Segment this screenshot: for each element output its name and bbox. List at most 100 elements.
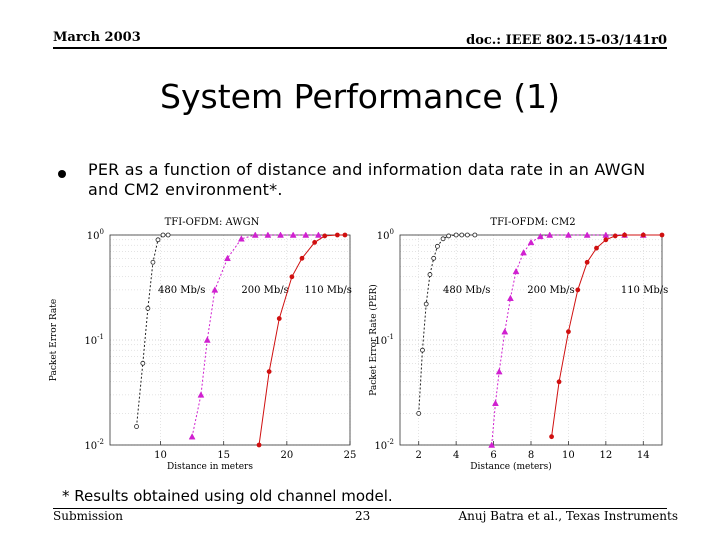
data-point xyxy=(565,231,572,238)
data-point xyxy=(256,442,262,448)
data-point xyxy=(312,240,318,245)
data-point xyxy=(145,305,151,311)
chart-1: TFI-OFDM: AWGN 10 15 20 25 10-2 10-1 100 Distanc… xyxy=(49,217,356,472)
chart-2: TFI-OFDM: CM2 2 4 6 8 10 12 14 10-2 10-1 100 Distan… xyxy=(368,217,668,472)
data-point xyxy=(431,255,437,261)
data-point xyxy=(211,286,219,293)
data-point xyxy=(334,232,340,238)
data-point xyxy=(237,235,245,242)
chart-title: TFI-OFDM: AWGN xyxy=(165,217,260,228)
y-tick-label: 10-1 xyxy=(84,333,104,347)
data-point xyxy=(420,347,425,353)
data-point xyxy=(603,237,609,243)
y-axis-label: Packet Error Rate xyxy=(49,299,59,381)
data-point xyxy=(150,259,156,265)
data-point xyxy=(546,231,554,238)
data-point xyxy=(435,243,440,249)
x-tick-label: 20 xyxy=(280,450,293,461)
data-point xyxy=(302,231,310,238)
data-point xyxy=(501,328,509,335)
x-tick-label: 12 xyxy=(599,450,612,461)
series-line xyxy=(191,234,319,437)
data-point xyxy=(277,231,284,238)
data-point xyxy=(289,274,295,280)
y-tick-label: 10-2 xyxy=(374,438,394,452)
footer-page-number: 23 xyxy=(355,509,371,523)
y-tick-label: 10-1 xyxy=(374,333,394,347)
data-point xyxy=(472,232,478,238)
x-tick-label: 25 xyxy=(344,450,357,461)
footer-rule xyxy=(53,508,667,509)
footer-author: Anuj Batra et al., Texas Instruments xyxy=(458,509,678,523)
header-date: March 2003 xyxy=(53,30,141,45)
data-point xyxy=(640,232,646,238)
series-line xyxy=(551,234,662,437)
data-point xyxy=(165,232,171,238)
y-tick-label: 10-2 xyxy=(84,438,104,452)
series-label: 200 Mb/s xyxy=(527,285,574,296)
data-point xyxy=(276,316,282,321)
data-point xyxy=(188,433,196,440)
footer-submission: Submission xyxy=(53,509,123,523)
data-point xyxy=(583,231,591,238)
x-tick-label: 6 xyxy=(490,450,496,461)
data-point xyxy=(612,233,618,239)
data-point xyxy=(536,232,544,240)
data-point xyxy=(506,294,514,301)
plot-frame xyxy=(109,234,351,446)
data-point xyxy=(520,249,527,256)
series-label: 480 Mb/s xyxy=(443,285,490,296)
y-axis-label: Packet Error Rate (PER) xyxy=(368,284,379,396)
data-point xyxy=(495,368,503,375)
data-point xyxy=(549,434,554,440)
data-point xyxy=(566,329,571,335)
data-point xyxy=(197,391,205,398)
bullet-icon xyxy=(58,170,66,178)
bullet-text: PER as a function of distance and inform… xyxy=(88,160,646,199)
header-rule xyxy=(53,47,667,49)
data-point xyxy=(289,231,297,238)
data-point xyxy=(203,336,211,343)
data-point xyxy=(594,245,599,251)
footnote: * Results obtained using old channel mod… xyxy=(62,487,393,505)
data-point xyxy=(556,379,562,385)
data-point xyxy=(492,399,499,406)
x-tick-label: 2 xyxy=(416,450,422,461)
series-label: 110 Mb/s xyxy=(305,285,352,296)
slide-title: System Performance (1) xyxy=(160,77,560,116)
data-point xyxy=(659,232,665,238)
data-point xyxy=(423,301,429,307)
data-point xyxy=(416,410,422,416)
data-point xyxy=(264,231,272,238)
data-point xyxy=(584,259,590,265)
data-point xyxy=(322,233,328,239)
data-point xyxy=(527,238,535,246)
data-point xyxy=(266,369,272,375)
data-point xyxy=(446,233,452,239)
data-point xyxy=(342,232,348,238)
data-point xyxy=(575,287,581,293)
data-point xyxy=(622,232,627,238)
series-label: 480 Mb/s xyxy=(158,285,205,296)
data-point xyxy=(224,254,231,262)
header-doc-id: doc.: IEEE 802.15-03/141r0 xyxy=(466,33,667,48)
y-tick-label: 100 xyxy=(377,228,394,242)
x-axis-label: Distance in meters xyxy=(167,462,253,472)
chart-title: TFI-OFDM: CM2 xyxy=(490,217,575,228)
x-axis-label: Distance (meters) xyxy=(470,461,551,472)
data-point xyxy=(512,267,520,275)
x-tick-label: 4 xyxy=(453,450,459,461)
data-point xyxy=(314,231,322,238)
series-label: 110 Mb/s xyxy=(621,285,668,296)
data-point xyxy=(155,237,161,243)
x-tick-label: 15 xyxy=(217,450,230,461)
data-point xyxy=(440,236,446,242)
data-point xyxy=(299,255,305,261)
series-line xyxy=(418,234,475,414)
y-tick-label: 100 xyxy=(87,228,104,242)
data-point xyxy=(140,360,146,366)
data-point xyxy=(464,232,470,238)
x-tick-label: 14 xyxy=(637,450,650,461)
x-tick-label: 8 xyxy=(528,450,534,461)
